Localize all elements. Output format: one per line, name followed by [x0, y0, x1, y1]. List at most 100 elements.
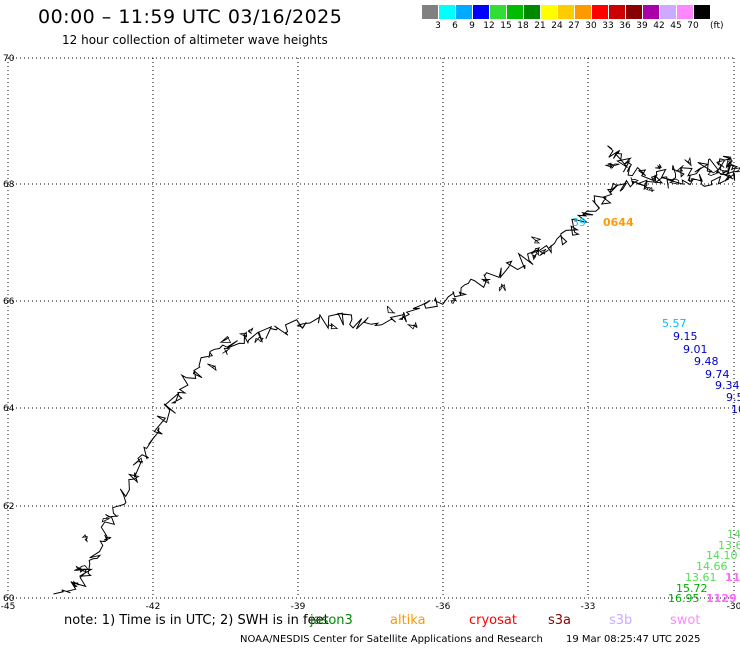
legend-swatch — [422, 5, 439, 19]
legend-swatch — [575, 5, 592, 19]
map-grid — [7, 57, 735, 599]
longitude-label: -42 — [146, 602, 161, 610]
legend-tick-label: 45 — [670, 21, 682, 31]
legend-tick-label: 24 — [551, 21, 563, 31]
legend-swatch — [592, 5, 609, 19]
color-legend-labels: 3 6 9 12 15 18 21 24 27 30 33 36 39 42 45 70 (ft) — [422, 21, 740, 35]
generated-timestamp: 19 Mar 08:25:47 UTC 2025 — [566, 634, 701, 645]
legend-tick-label: 6 — [452, 21, 458, 31]
island-outline — [222, 347, 231, 355]
island-outline — [733, 167, 740, 173]
island-outline — [219, 335, 232, 343]
island-outline — [328, 323, 339, 330]
wave-height-value: 13.61 — [685, 571, 717, 584]
wave-height-value: 14.10 — [706, 549, 738, 562]
island-outline — [531, 253, 537, 261]
wave-height-value: 9.34 — [715, 379, 740, 392]
island-outline — [480, 278, 491, 285]
legend-swatch — [439, 5, 456, 19]
satellite-label-swot: swot — [670, 613, 701, 628]
longitude-label: -36 — [436, 602, 451, 610]
island-outline — [648, 187, 655, 193]
satellite-label-altika: altika — [390, 613, 426, 628]
wave-height-value: 15.72 — [676, 582, 708, 595]
island-outline — [684, 156, 692, 167]
island-outline — [722, 169, 729, 175]
legend-tick-label: 27 — [568, 21, 580, 31]
latitude-label: 60 — [3, 594, 15, 604]
legend-tick-label: 12 — [483, 21, 495, 31]
legend-swatch — [541, 5, 558, 19]
footer-notes: note: 1) Time is in UTC; 2) SWH is in fe… — [64, 613, 329, 628]
legend-swatch — [626, 5, 643, 19]
latitude-label: 70 — [3, 54, 15, 64]
legend-swatch — [490, 5, 507, 19]
satellite-label-s3a: s3a — [548, 613, 572, 628]
wave-height-value: 13.6 — [718, 539, 740, 552]
island-outline — [254, 337, 264, 343]
legend-swatch — [473, 5, 490, 19]
latitude-label: 68 — [3, 180, 15, 190]
legend-swatch — [677, 5, 694, 19]
color-legend-bar — [422, 5, 711, 19]
wave-height-value: 0644 — [603, 216, 634, 229]
wave-height-value: 9.15 — [673, 330, 698, 343]
island-outline — [718, 162, 725, 172]
wave-height-value: 16.95 — [668, 592, 700, 605]
legend-tick-label: 30 — [585, 21, 597, 31]
island-outline — [79, 565, 89, 573]
wave-height-value: 10 — [731, 403, 740, 416]
wave-height-value: 9.48 — [694, 355, 719, 368]
latitude-label: 62 — [3, 502, 14, 512]
legend-swatch — [660, 5, 677, 19]
island-outline — [81, 534, 88, 543]
island-outline — [72, 580, 79, 586]
legend-swatch — [609, 5, 626, 19]
island-outline — [668, 178, 680, 185]
satellite-label-s3b: s3b — [609, 613, 633, 628]
wave-height-value: 14.66 — [696, 560, 728, 573]
island-outline — [538, 249, 549, 257]
island-outline — [207, 363, 217, 372]
map-subtitle: 12 hour collection of altimeter wave hei… — [62, 33, 328, 47]
legend-tick-label: 18 — [517, 21, 529, 31]
island-outline — [498, 283, 506, 292]
latitude-label: 66 — [3, 297, 15, 307]
island-outline — [132, 457, 144, 466]
legend-tick-label: 15 — [500, 21, 512, 31]
wave-height-observations: 3906445.579.159.019.489.749.349.5101413.… — [572, 216, 740, 605]
wave-height-value: 11 — [725, 571, 740, 584]
island-outline — [655, 163, 662, 170]
longitude-label: -33 — [581, 602, 596, 610]
island-outline — [722, 172, 734, 180]
wave-height-value: 9.74 — [705, 368, 730, 381]
axis-labels: 70 68 66 64 62 60-45 -42 -39 -36 -33 -30 — [1, 54, 740, 610]
wave-height-value: 9.5 — [726, 391, 740, 404]
island-outline — [238, 331, 248, 338]
legend-tick-label: 3 — [435, 21, 441, 31]
island-outline — [406, 321, 418, 330]
satellite-label-jason3: jason3 — [310, 613, 353, 628]
legend-tick-label: 33 — [602, 21, 614, 31]
legend-swatch — [694, 5, 711, 19]
island-outline — [530, 247, 539, 256]
legend-swatch — [507, 5, 524, 19]
wave-height-value: 39 — [572, 216, 586, 229]
island-outline — [676, 164, 684, 172]
legend-swatch — [643, 5, 660, 19]
island-outline — [707, 168, 719, 176]
legend-swatch — [456, 5, 473, 19]
wave-height-value: 1129 — [706, 592, 737, 605]
coastline-path — [53, 145, 739, 595]
greenland-coastline — [53, 145, 740, 595]
wave-height-value: 14 — [727, 528, 740, 541]
wave-height-value: 9.01 — [683, 343, 708, 356]
island-outline — [531, 236, 542, 244]
island-outline — [103, 536, 112, 541]
island-outline — [605, 162, 614, 170]
legend-tick-label: 70 — [687, 21, 699, 31]
legend-tick-label: 21 — [534, 21, 546, 31]
wave-height-value: 5.57 — [662, 317, 687, 330]
longitude-label: -30 — [727, 602, 740, 610]
satellite-label-cryosat: cryosat — [469, 613, 517, 628]
